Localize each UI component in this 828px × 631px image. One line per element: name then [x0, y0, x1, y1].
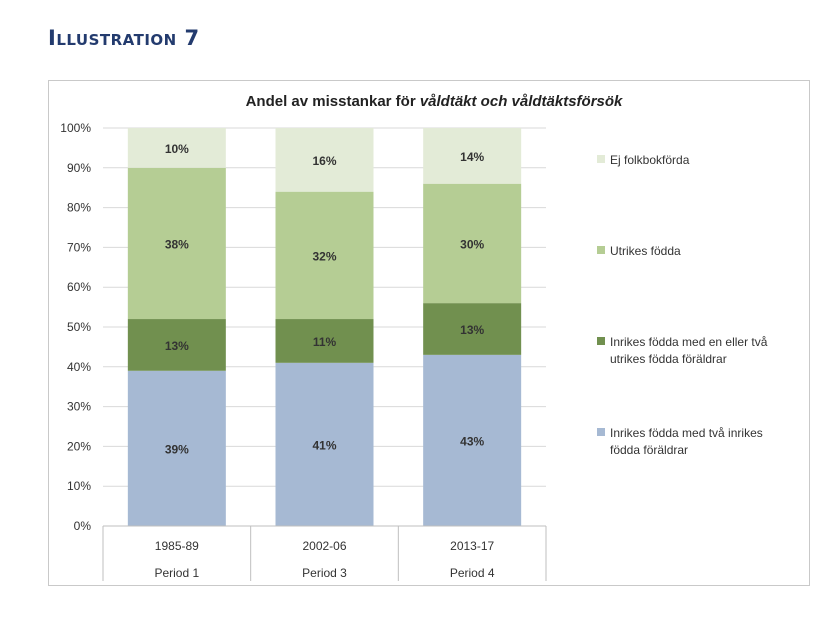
chart-title-emphasis: våldtäkt och våldtäktsförsök	[420, 93, 623, 110]
legend-swatch	[597, 337, 605, 345]
y-tick-label: 10%	[67, 479, 91, 493]
y-tick-label: 30%	[67, 400, 91, 414]
x-tick-label: 2002-06	[302, 539, 346, 553]
data-label: 10%	[165, 142, 189, 156]
x-axis: 1985-89 Period 1 2002-06 Period 3 2013-17 Per…	[102, 525, 547, 581]
y-tick-label: 100%	[60, 121, 91, 135]
legend-label: Utrikes födda	[610, 244, 681, 258]
y-tick-label: 80%	[67, 201, 91, 215]
legend-swatch	[597, 246, 605, 254]
illustration-heading: Illustration 7	[48, 26, 200, 50]
x-group-label: Period 3	[302, 566, 347, 580]
stacked-bar-chart: Andel av misstankar för våldtäkt och vål…	[60, 93, 768, 581]
legend-swatch	[597, 155, 605, 163]
chart-frame: Andel av misstankar för våldtäkt och vål…	[48, 80, 810, 586]
x-group-label: Period 1	[154, 566, 199, 580]
bars: 39% 13% 38% 10% 41% 11% 32% 16% 43% 13% 30% 14%	[127, 128, 522, 526]
data-label: 13%	[165, 339, 189, 353]
y-tick-label: 0%	[74, 519, 92, 533]
data-label: 39%	[165, 442, 189, 456]
bar-segment	[127, 319, 226, 371]
data-label: 14%	[460, 150, 484, 164]
bar-segment	[127, 167, 226, 320]
data-label: 43%	[460, 434, 484, 448]
x-tick-label: 2013-17	[450, 539, 494, 553]
legend: Ej folkbokförda Utrikes födda Inrikes född…	[597, 153, 768, 457]
chart-title: Andel av misstankar för våldtäkt och vål…	[246, 93, 623, 110]
bar-segment	[275, 191, 374, 320]
y-axis-ticks: 0% 10% 20% 30% 40% 50% 60% 70% 80% 90% 100%	[60, 121, 91, 533]
data-label: 38%	[165, 237, 189, 251]
bar-segment	[423, 303, 522, 355]
y-tick-label: 90%	[67, 161, 91, 175]
legend-label: utrikes födda föräldrar	[610, 352, 727, 366]
x-tick-label: 1985-89	[155, 539, 199, 553]
data-label: 13%	[460, 323, 484, 337]
bar-segment	[275, 128, 374, 192]
bar-segment	[127, 128, 226, 168]
y-tick-label: 40%	[67, 360, 91, 374]
bar-segment	[275, 319, 374, 363]
legend-label: födda föräldrar	[610, 443, 688, 457]
x-group-label: Period 4	[450, 566, 495, 580]
chart-title-prefix: Andel av misstankar för	[246, 93, 420, 110]
bar-segment	[423, 128, 522, 184]
legend-label: Ej folkbokförda	[610, 153, 690, 167]
data-label: 11%	[313, 335, 337, 349]
bar-segment	[423, 354, 522, 526]
data-label: 30%	[460, 237, 484, 251]
bar-segment	[423, 183, 522, 304]
bar-segment	[275, 362, 374, 526]
legend-label: Inrikes födda med en eller två	[610, 335, 768, 349]
y-tick-label: 70%	[67, 240, 91, 254]
y-tick-label: 60%	[67, 280, 91, 294]
legend-label: Inrikes födda med två inrikes	[610, 426, 763, 440]
y-tick-label: 20%	[67, 439, 91, 453]
y-tick-label: 50%	[67, 320, 91, 334]
data-label: 16%	[312, 154, 336, 168]
data-label: 32%	[312, 249, 336, 263]
bar-segment	[127, 370, 226, 526]
legend-swatch	[597, 428, 605, 436]
data-label: 41%	[312, 438, 336, 452]
